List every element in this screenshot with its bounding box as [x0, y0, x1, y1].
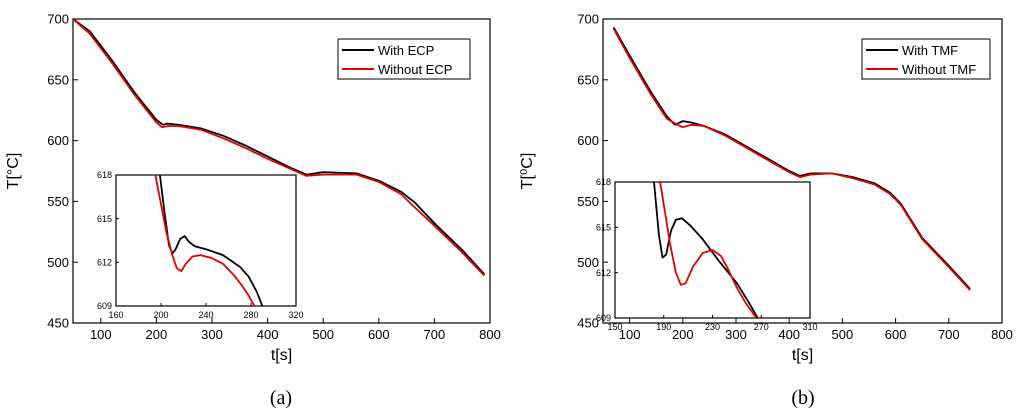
main-y-tick-label: 500	[47, 255, 69, 270]
series-without-line	[612, 28, 971, 291]
inset-y-tick-label: 618	[97, 170, 112, 180]
main-x-tick-label: 500	[312, 327, 334, 342]
inset-y-tick-label: 618	[596, 177, 611, 187]
main-y-tick-label: 600	[47, 133, 69, 148]
inset-frame	[115, 174, 297, 307]
inset-x-tick-label: 150	[607, 322, 622, 332]
chart-panel-a: 100 200 300 400 500 600 700 800 450 500 550 600 650 7…	[5, 12, 501, 409]
panel-caption: (a)	[270, 387, 292, 409]
inset-series-with-line	[653, 182, 759, 318]
main-y-tick-label: 450	[47, 316, 69, 331]
x-axis-label: t[s]	[792, 347, 813, 364]
main-x-tick-label: 500	[832, 327, 854, 342]
main-x-tick-label: 600	[368, 327, 390, 342]
main-x-tick-label: 200	[672, 327, 694, 342]
inset-x-tick-label: 240	[198, 310, 213, 320]
main-y-tick-label: 450	[577, 316, 599, 331]
inset-y-tick-label: 612	[97, 257, 112, 267]
legend-label-with: With ECP	[378, 43, 434, 58]
inset-x-tick-label: 200	[153, 310, 168, 320]
main-x-tick-label: 700	[424, 327, 446, 342]
legend-box	[337, 38, 471, 80]
legend-label-without: Without ECP	[378, 62, 452, 77]
main-x-tick-label: 100	[619, 327, 641, 342]
panel-caption: (b)	[791, 387, 814, 409]
main-x-tick-label: 300	[725, 327, 747, 342]
legend-label-with: With TMF	[902, 43, 958, 58]
main-y-tick-label: 700	[47, 12, 69, 27]
inset-x-tick-label: 310	[802, 322, 817, 332]
inset-chart: 150 190 230 270 310 609 612 615 618	[596, 177, 818, 332]
inset-x-tick-label: 320	[288, 310, 303, 320]
main-x-tick-label: 600	[885, 327, 907, 342]
inset-x-tick-label: 270	[754, 322, 769, 332]
legend-box	[861, 38, 991, 80]
inset-y-tick-label: 609	[596, 313, 611, 323]
inset-x-tick-label: 190	[656, 322, 671, 332]
series-without-line	[73, 19, 486, 277]
series-with-line	[73, 19, 486, 276]
inset-x-tick-label: 230	[705, 322, 720, 332]
inset-x-tick-label: 160	[108, 310, 123, 320]
main-y-tick-label: 550	[47, 194, 69, 209]
main-y-tick-label: 650	[577, 72, 599, 87]
inset-series-without-line	[659, 182, 758, 318]
main-x-tick-label: 100	[90, 327, 112, 342]
main-y-tick-label: 600	[577, 133, 599, 148]
main-x-tick-label: 200	[146, 327, 168, 342]
main-x-tick-label: 800	[991, 327, 1013, 342]
inset-x-tick-label: 280	[243, 310, 258, 320]
main-x-tick-label: 300	[201, 327, 223, 342]
legend-label-without: Without TMF	[902, 62, 976, 77]
main-y-tick-label: 550	[577, 194, 599, 209]
main-y-tick-label: 650	[47, 72, 69, 87]
inset-y-tick-label: 615	[596, 222, 611, 232]
x-axis-label: t[s]	[271, 347, 292, 364]
main-x-tick-label: 700	[938, 327, 960, 342]
main-x-tick-label: 800	[479, 327, 501, 342]
y-axis-label: T[⁰C]	[519, 153, 536, 190]
main-x-tick-label: 400	[257, 327, 279, 342]
chart-panel-b: 100 200 300 400 500 600 700 800 450 500 550 600 650 7…	[519, 12, 1013, 409]
inset-y-tick-label: 609	[97, 301, 112, 311]
main-x-tick-label: 400	[778, 327, 800, 342]
y-axis-label: T[°C]	[5, 153, 22, 190]
main-y-tick-label: 700	[577, 12, 599, 27]
inset-series-without-line	[154, 175, 256, 306]
legend: With TMF Without TMF	[861, 38, 991, 80]
inset-y-tick-label: 612	[596, 268, 611, 278]
legend: With ECP Without ECP	[337, 38, 471, 80]
inset-chart: 160 200 240 280 320 609 612 615 618	[97, 170, 304, 320]
main-y-tick-label: 500	[577, 255, 599, 270]
inset-y-tick-label: 615	[97, 214, 112, 224]
